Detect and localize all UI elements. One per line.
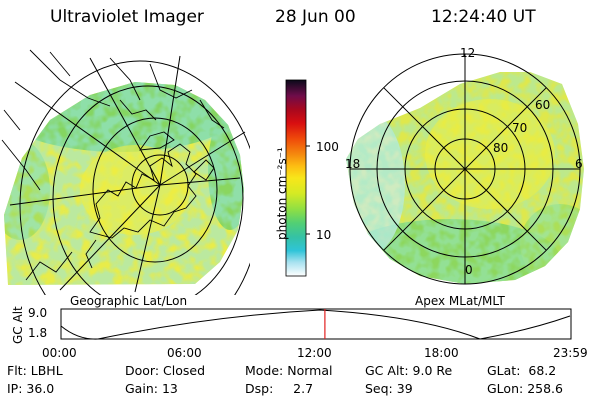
glon-field: GLon: 258.6 xyxy=(487,381,563,396)
geographic-map-panel xyxy=(1,49,250,295)
filter-value: LBHL xyxy=(30,363,63,378)
mlat-label-70: 70 xyxy=(512,121,528,135)
mlat-label-60: 60 xyxy=(535,98,551,112)
ip-field: IP: 36.0 xyxy=(7,381,55,396)
mlt-label-dusk: 18 xyxy=(345,157,361,171)
colorbar-unit-label: photon cm⁻²s⁻¹ xyxy=(275,147,289,240)
colorbar-tick-100: 100 xyxy=(316,140,339,154)
dsp-value: 2.7 xyxy=(293,381,314,396)
glon-value: 258.6 xyxy=(527,381,563,396)
mlat-label-80: 80 xyxy=(493,141,509,155)
glon-label: GLon: xyxy=(487,381,524,396)
glat-label: GLat: xyxy=(487,363,521,378)
door-field: Door: Closed xyxy=(125,363,206,378)
time-label: 12:24:40 UT xyxy=(431,7,536,27)
time-tick-1200: 12:00 xyxy=(297,346,332,360)
gain-field: Gain: 13 xyxy=(125,381,178,396)
seq-field: Seq: 39 xyxy=(365,381,413,396)
time-tick-2359: 23:59 xyxy=(553,346,588,360)
time-tick-0000: 00:00 xyxy=(42,346,77,360)
seq-value: 39 xyxy=(396,381,413,396)
seq-label: Seq: xyxy=(365,381,393,396)
magnetic-panel-label: Apex MLat/MLT xyxy=(415,294,505,308)
gain-value: 13 xyxy=(161,381,178,396)
date-label: 28 Jun 00 xyxy=(275,7,356,27)
magnetic-polar-panel xyxy=(346,53,584,285)
gc-alt-label: GC Alt: xyxy=(365,363,409,378)
ip-value: 36.0 xyxy=(26,381,55,396)
mlt-label-noon: 12 xyxy=(460,46,476,60)
altitude-axis-title: GC Alt xyxy=(11,306,25,344)
colorbar-tick-10: 10 xyxy=(316,228,332,242)
gc-alt-field: GC Alt: 9.0 Re xyxy=(365,363,453,378)
altitude-tick-high: 9.0 xyxy=(28,306,48,320)
mode-field: Mode: Normal xyxy=(245,363,333,378)
gc-alt-value: 9.0 Re xyxy=(412,363,453,378)
time-tick-1800: 18:00 xyxy=(424,346,459,360)
ip-label: IP: xyxy=(7,381,23,396)
mode-value: Normal xyxy=(287,363,333,378)
altitude-strip-plot xyxy=(60,308,572,340)
instrument-title: Ultraviolet Imager xyxy=(50,7,204,27)
time-tick-0600: 06:00 xyxy=(167,346,202,360)
mlt-label-midnight: 0 xyxy=(465,263,473,277)
mlt-label-dawn: 6 xyxy=(575,157,583,171)
altitude-curve xyxy=(60,309,571,340)
glat-field: GLat: 68.2 xyxy=(487,363,557,378)
gain-label: Gain: xyxy=(125,381,158,396)
glat-value: 68.2 xyxy=(528,363,557,378)
filter-label: Flt: xyxy=(7,363,27,378)
door-label: Door: xyxy=(125,363,160,378)
geographic-panel-label: Geographic Lat/Lon xyxy=(70,294,188,308)
mode-label: Mode: xyxy=(245,363,284,378)
colorbar xyxy=(285,79,310,277)
dsp-label: Dsp: xyxy=(245,381,274,396)
altitude-tick-low: 1.8 xyxy=(28,326,48,340)
dsp-field: Dsp: 2.7 xyxy=(245,381,314,396)
door-value: Closed xyxy=(163,363,206,378)
filter-field: Flt: LBHL xyxy=(7,363,63,378)
